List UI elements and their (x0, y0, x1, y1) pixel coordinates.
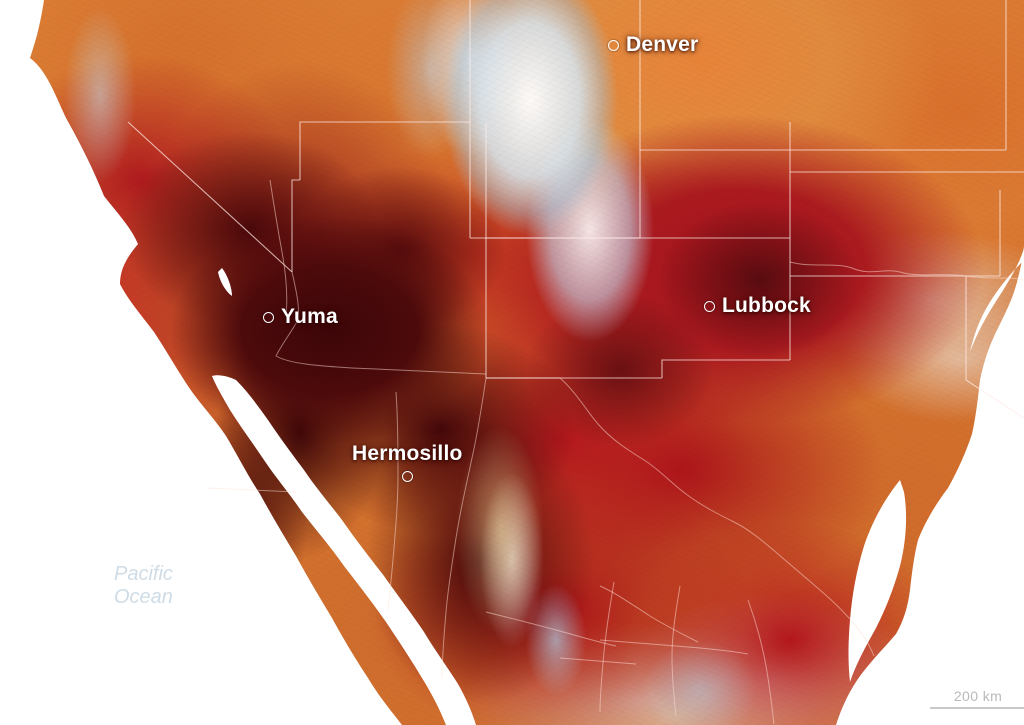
city-dot-icon (401, 471, 413, 482)
city-dot-icon (608, 39, 619, 51)
city-marker-hermosillo[interactable]: Hermosillo (352, 442, 463, 482)
city-dot-icon (704, 300, 715, 312)
city-label-yuma: Yuma (281, 305, 338, 328)
city-label-lubbock: Lubbock (722, 294, 811, 317)
city-label-hermosillo: Hermosillo (352, 442, 463, 465)
scale-bar-label: 200 km (953, 688, 1003, 704)
map-scale-bar: 200 km (930, 688, 1024, 709)
water-label-pacific-ocean: Pacific Ocean (114, 563, 173, 608)
city-marker-yuma[interactable]: Yuma (263, 305, 338, 329)
city-marker-denver[interactable]: Denver (608, 33, 698, 57)
city-label-denver: Denver (626, 33, 699, 56)
scale-bar-line (930, 707, 1024, 709)
city-dot-icon (263, 311, 274, 323)
city-marker-lubbock[interactable]: Lubbock (704, 294, 811, 318)
